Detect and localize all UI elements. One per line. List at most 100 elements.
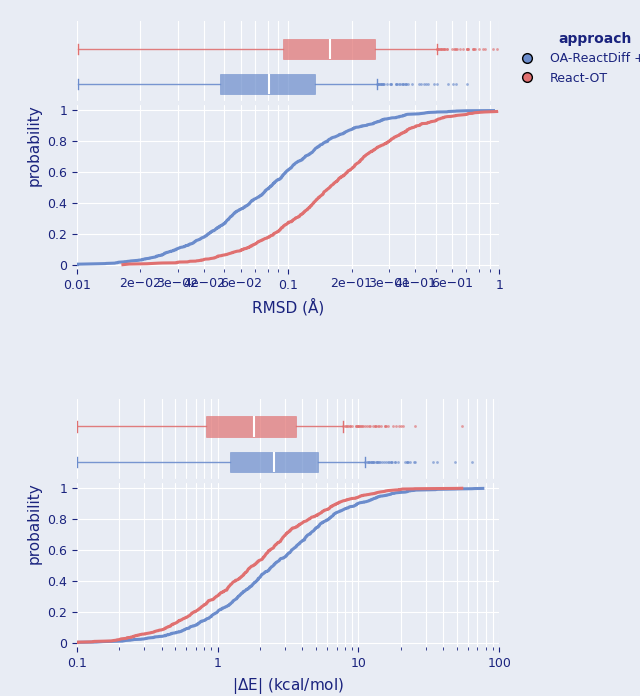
Point <box>372 457 383 468</box>
Point <box>372 457 382 468</box>
Point <box>447 43 457 54</box>
Point <box>371 421 381 432</box>
Point <box>420 79 431 90</box>
Point <box>450 457 460 468</box>
Point <box>381 457 391 468</box>
Point <box>351 421 361 432</box>
Point <box>364 421 374 432</box>
Point <box>384 457 394 468</box>
Point <box>497 43 508 54</box>
Point <box>457 421 467 432</box>
Point <box>401 79 411 90</box>
Point <box>402 457 412 468</box>
Point <box>440 43 450 54</box>
Point <box>474 43 484 54</box>
Point <box>498 43 508 54</box>
Point <box>390 421 401 432</box>
Point <box>463 43 473 54</box>
Point <box>461 43 472 54</box>
Point <box>398 79 408 90</box>
Point <box>428 457 438 468</box>
Point <box>397 421 408 432</box>
X-axis label: |$\Delta$E| (kcal/mol): |$\Delta$E| (kcal/mol) <box>232 676 344 695</box>
Point <box>404 457 415 468</box>
Point <box>439 43 449 54</box>
Point <box>394 421 404 432</box>
Legend: OA-ReactDiff + best, React-OT: OA-ReactDiff + best, React-OT <box>509 27 640 90</box>
Point <box>374 457 385 468</box>
Point <box>397 79 407 90</box>
Point <box>386 79 396 90</box>
Point <box>451 79 461 90</box>
Point <box>345 421 355 432</box>
Point <box>451 43 461 54</box>
Point <box>355 421 365 432</box>
Point <box>432 457 442 468</box>
Point <box>367 457 377 468</box>
Point <box>360 457 371 468</box>
Point <box>467 43 477 54</box>
Bar <box>284 39 375 58</box>
Point <box>450 43 460 54</box>
Point <box>365 457 376 468</box>
Point <box>385 79 395 90</box>
Bar <box>230 452 318 472</box>
Y-axis label: probability: probability <box>26 104 42 186</box>
Point <box>367 421 378 432</box>
Point <box>449 43 459 54</box>
Point <box>410 457 420 468</box>
Point <box>461 43 472 54</box>
Point <box>344 421 355 432</box>
Point <box>398 79 408 90</box>
Point <box>439 43 449 54</box>
Point <box>479 43 490 54</box>
Point <box>378 457 388 468</box>
Point <box>413 79 424 90</box>
Point <box>378 79 388 90</box>
Point <box>423 79 433 90</box>
Point <box>452 43 462 54</box>
Point <box>492 43 502 54</box>
Point <box>437 43 447 54</box>
Point <box>390 457 400 468</box>
Point <box>340 421 351 432</box>
Point <box>382 79 392 90</box>
Point <box>353 421 364 432</box>
Point <box>435 43 445 54</box>
Point <box>395 79 405 90</box>
Point <box>357 421 367 432</box>
Point <box>362 457 372 468</box>
Point <box>376 421 387 432</box>
Point <box>346 421 356 432</box>
Point <box>435 43 445 54</box>
Point <box>378 79 388 90</box>
Point <box>374 421 384 432</box>
Point <box>401 79 411 90</box>
Point <box>433 43 443 54</box>
Point <box>387 457 397 468</box>
Point <box>394 79 404 90</box>
Point <box>429 79 439 90</box>
Point <box>385 79 396 90</box>
Point <box>419 79 429 90</box>
Point <box>392 79 403 90</box>
Point <box>545 79 556 90</box>
Point <box>377 79 387 90</box>
Point <box>368 457 378 468</box>
Point <box>363 457 373 468</box>
Point <box>458 43 468 54</box>
Point <box>442 43 452 54</box>
Point <box>364 457 374 468</box>
Point <box>409 457 419 468</box>
Bar <box>206 416 296 436</box>
Point <box>438 43 448 54</box>
Point <box>532 457 543 468</box>
Point <box>372 421 383 432</box>
Point <box>381 421 392 432</box>
Point <box>351 421 361 432</box>
Point <box>365 421 376 432</box>
Point <box>462 79 472 90</box>
Point <box>488 43 498 54</box>
Point <box>366 457 376 468</box>
Point <box>386 457 396 468</box>
